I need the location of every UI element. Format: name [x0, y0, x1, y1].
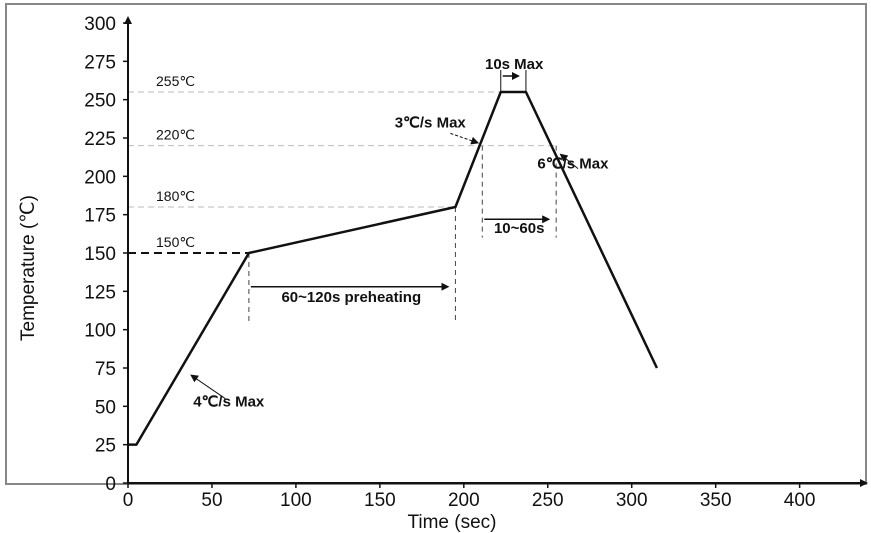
x-tick-label: 150 — [364, 490, 396, 511]
x-tick-label: 400 — [784, 490, 816, 511]
y-tick-label: 75 — [95, 359, 116, 380]
y-tick-label: 0 — [105, 474, 116, 495]
annotation-text: 3℃/s Max — [395, 114, 467, 131]
y-tick-label: 25 — [95, 436, 116, 457]
x-axis-title: Time (sec) — [407, 512, 496, 533]
tick-labels-layer: 0 25 50 75 100 125 150 175 200 225 250 275 300 0 50 100… — [84, 14, 815, 511]
x-tick-label: 350 — [700, 490, 732, 511]
y-tick-label: 200 — [84, 167, 116, 188]
reference-line-label: 150℃ — [156, 234, 195, 250]
annotation-text: 60~120s preheating — [281, 289, 421, 306]
y-tick-label: 50 — [95, 397, 116, 418]
reference-line-label: 180℃ — [156, 188, 195, 204]
y-tick-label: 275 — [84, 52, 116, 73]
y-tick-label: 250 — [84, 91, 116, 112]
annotation-text: 10s Max — [485, 56, 544, 73]
axes-layer — [124, 16, 868, 487]
x-tick-label: 250 — [532, 490, 564, 511]
annotation-text: 10~60s — [494, 220, 544, 237]
y-axis-title: Temperature (℃) — [18, 195, 39, 341]
annotations-layer: 10s Max 3℃/s Max 6℃/s Max 10~60s 60~120s pre… — [190, 56, 609, 410]
y-tick-label: 125 — [84, 282, 116, 303]
annotation-text: 4℃/s Max — [193, 393, 265, 410]
y-tick-label: 150 — [84, 244, 116, 265]
chart-frame — [5, 3, 867, 485]
x-tick-label: 100 — [280, 490, 312, 511]
reference-line-label: 255℃ — [156, 73, 195, 89]
x-tick-label: 0 — [123, 490, 134, 511]
leader-6c — [559, 153, 579, 170]
leader-3c — [450, 132, 480, 145]
x-tick-label: 50 — [201, 490, 222, 511]
annotation-text: 6℃/s Max — [537, 156, 609, 173]
x-tick-label: 300 — [616, 490, 648, 511]
reference-lines-layer: 255℃ 220℃ 180℃ 150℃ — [128, 73, 557, 322]
y-tick-label: 175 — [84, 206, 116, 227]
x-tick-label: 200 — [448, 490, 480, 511]
leader-4c — [190, 374, 226, 400]
profile-line — [128, 90, 659, 446]
series-layer — [127, 90, 659, 446]
y-tick-label: 100 — [84, 321, 116, 342]
y-tick-label: 225 — [84, 129, 116, 150]
y-tick-label: 300 — [84, 14, 116, 35]
reference-line-label: 220℃ — [156, 127, 195, 143]
